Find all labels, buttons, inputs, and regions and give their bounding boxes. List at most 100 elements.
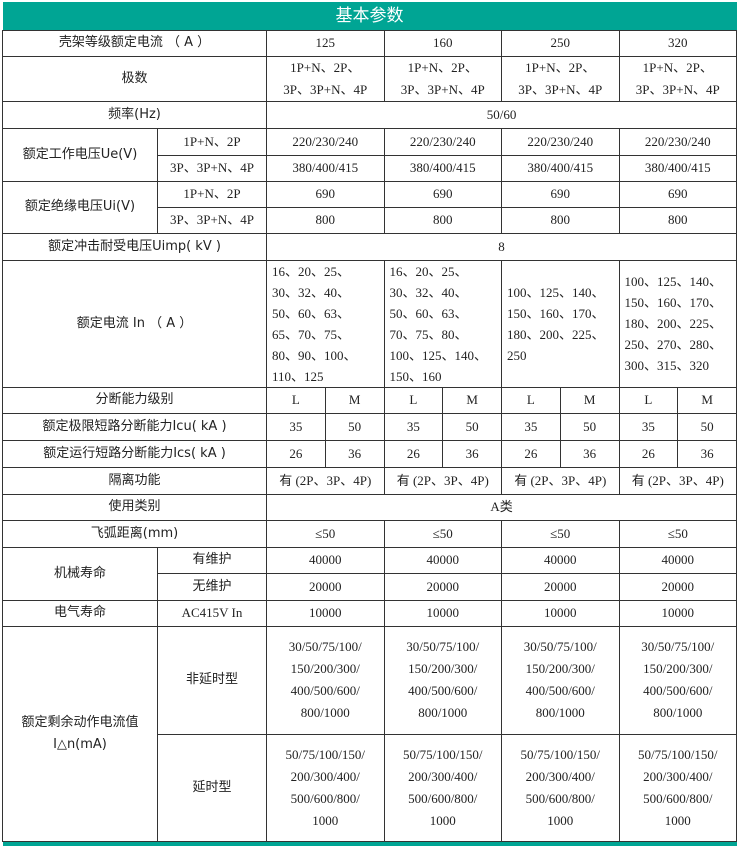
cell: 50: [559, 412, 620, 441]
table-row: 飞弧距离(mm) ≤50 ≤50 ≤50 ≤50: [2, 519, 738, 548]
row-label: 机械寿命: [2, 546, 158, 601]
cell: 125: [266, 29, 385, 57]
table-row: 额定运行短路分断能力Ics( kA ) 26 36 26 36 26 36 26 36: [2, 439, 738, 468]
cell: 20000: [501, 572, 620, 601]
table-row: 无维护 20000 20000 20000 20000: [3, 572, 738, 601]
table-row: 隔离功能 有 (2P、3P、4P) 有 (2P、3P、4P) 有 (2P、3P、…: [2, 466, 738, 495]
cell: 800: [618, 206, 738, 234]
sub-label: 3P、3P+N、4P: [157, 154, 267, 182]
cell: 30/50/75/100/ 150/200/300/ 400/500/600/ …: [383, 625, 502, 735]
cell: 有 (2P、3P、4P): [501, 466, 620, 495]
row-label: 频率(Hz): [2, 100, 267, 129]
cell: L: [618, 386, 679, 414]
cell: 380/400/415: [618, 154, 738, 182]
bottom-divider: [2, 841, 737, 846]
table-row: 额定冲击耐受电压Uimp( kV ) 8: [2, 232, 738, 261]
cell: 380/400/415: [501, 154, 620, 182]
cell: ≤50: [501, 519, 620, 548]
cell: 35: [618, 412, 679, 441]
cell: 26: [266, 439, 326, 468]
row-label: 电气寿命: [2, 599, 158, 627]
sub-label: 非延时型: [157, 625, 267, 735]
cell: M: [324, 386, 385, 414]
sub-label: 1P+N、2P: [157, 180, 267, 208]
row-label: 额定剩余动作电流值 I△n(mA): [2, 625, 158, 842]
row-label: 使用类别: [2, 493, 267, 521]
cell: 有 (2P、3P、4P): [266, 466, 385, 495]
table-row: 额定电流 In （ A ） 16、20、25、 30、32、40、 50、60、…: [2, 259, 738, 388]
cell: 40000: [266, 546, 385, 574]
cell: ≤50: [266, 519, 385, 548]
cell: 220/230/240: [266, 127, 385, 156]
cell: 250: [501, 29, 620, 57]
cell: 10000: [266, 599, 385, 627]
row-label: 额定极限短路分断能力Icu( kA ): [2, 412, 267, 441]
sub-label: 3P、3P+N、4P: [157, 206, 267, 234]
cell: 20000: [618, 572, 738, 601]
cell: 36: [559, 439, 620, 468]
cell: 35: [501, 412, 561, 441]
sub-label: 延时型: [157, 733, 267, 842]
cell: 10000: [501, 599, 620, 627]
cell: 有 (2P、3P、4P): [383, 466, 502, 495]
cell: 10000: [618, 599, 738, 627]
cell: 1P+N、2P、 3P、3P+N、4P: [618, 55, 738, 102]
cell: 50: [324, 412, 385, 441]
cell: 50/75/100/150/ 200/300/400/ 500/600/800/…: [501, 733, 620, 842]
cell: 100、125、140、 150、160、170、 180、200、225、 2…: [501, 259, 620, 388]
table-row: 极数 1P+N、2P、 3P、3P+N、4P 1P+N、2P、 3P、3P+N、…: [2, 55, 738, 102]
cell: 220/230/240: [383, 127, 502, 156]
sub-label: AC415V In: [157, 599, 267, 627]
cell: 30/50/75/100/ 150/200/300/ 400/500/600/ …: [266, 625, 385, 735]
cell: 26: [383, 439, 444, 468]
cell: L: [501, 386, 561, 414]
table-row: 机械寿命 有维护 40000 40000 40000 40000: [2, 546, 738, 601]
cell: 16、20、25、 30、32、40、 50、60、63、 70、75、80、 …: [383, 259, 502, 388]
table-row: 3P、3P+N、4P 800 800 800 800: [3, 206, 738, 234]
cell: L: [266, 386, 326, 414]
row-label: 额定电流 In （ A ）: [2, 259, 267, 388]
sub-label: 无维护: [157, 572, 267, 601]
table-row: 延时型 50/75/100/150/ 200/300/400/ 500/600/…: [3, 733, 738, 842]
cell: 40000: [501, 546, 620, 574]
cell: 30/50/75/100/ 150/200/300/ 400/500/600/ …: [618, 625, 738, 735]
cell: 50/75/100/150/ 200/300/400/ 500/600/800/…: [618, 733, 738, 842]
table-row: 频率(Hz) 50/60: [2, 100, 738, 129]
cell: 690: [501, 180, 620, 208]
row-label: 额定运行短路分断能力Ics( kA ): [2, 439, 267, 468]
table-row: 电气寿命 AC415V In 10000 10000 10000 10000: [2, 599, 738, 627]
cell: 160: [383, 29, 502, 57]
cell: 36: [324, 439, 385, 468]
cell: 50: [677, 412, 738, 441]
cell: ≤50: [618, 519, 738, 548]
row-label: 壳架等级额定电流 （ A ）: [2, 29, 267, 57]
cell: 35: [266, 412, 326, 441]
table-row: 额定极限短路分断能力Icu( kA ) 35 50 35 50 35 50 35 50: [2, 412, 738, 441]
cell: 26: [618, 439, 679, 468]
cell: 800: [383, 206, 502, 234]
sub-label: 1P+N、2P: [157, 127, 267, 156]
cell: 1P+N、2P、 3P、3P+N、4P: [383, 55, 502, 102]
table-row: 3P、3P+N、4P 380/400/415 380/400/415 380/4…: [3, 154, 738, 182]
cell: 100、125、140、 150、160、170、 180、200、225、 2…: [618, 259, 738, 388]
cell: 320: [618, 29, 738, 57]
cell: 36: [442, 439, 502, 468]
table-row: 额定绝缘电压Ui(V) 1P+N、2P 690 690 690 690: [2, 180, 738, 234]
cell: 30/50/75/100/ 150/200/300/ 400/500/600/ …: [501, 625, 620, 735]
row-label: 隔离功能: [2, 466, 267, 495]
cell: 220/230/240: [501, 127, 620, 156]
table-row: 额定剩余动作电流值 I△n(mA) 非延时型 30/50/75/100/ 150…: [2, 625, 738, 842]
cell: 1P+N、2P、 3P、3P+N、4P: [501, 55, 620, 102]
cell: 20000: [383, 572, 502, 601]
cell: 380/400/415: [383, 154, 502, 182]
cell: A类: [265, 493, 738, 521]
cell: 10000: [383, 599, 502, 627]
cell: 690: [383, 180, 502, 208]
cell: 50: [442, 412, 502, 441]
cell: 8: [265, 232, 738, 261]
cell: 380/400/415: [266, 154, 385, 182]
cell: 36: [677, 439, 738, 468]
cell: 16、20、25、 30、32、40、 50、60、63、 65、70、75、 …: [266, 259, 385, 388]
cell: 40000: [618, 546, 738, 574]
